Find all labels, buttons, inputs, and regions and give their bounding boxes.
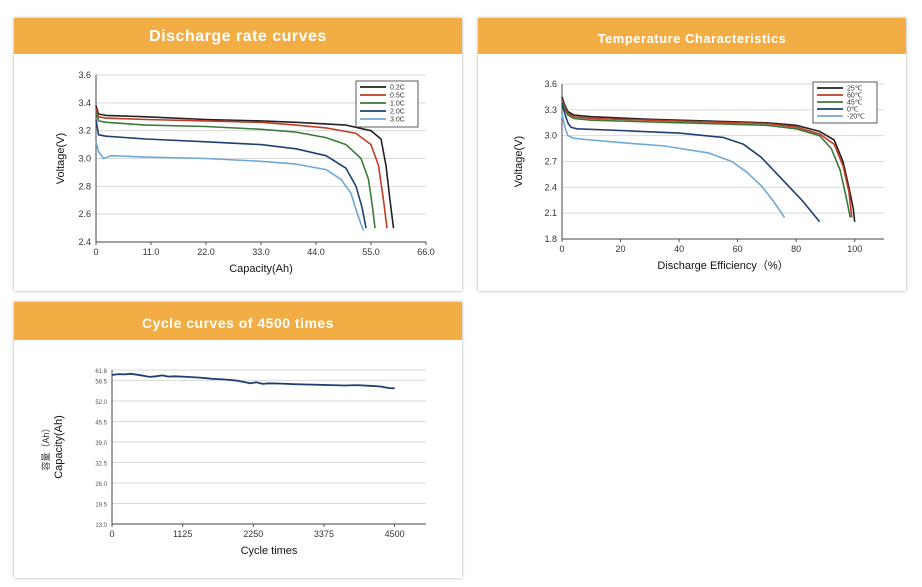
y-axis-title: Voltage(V) <box>513 136 525 187</box>
x-tick-label: 3375 <box>314 529 334 539</box>
y-tick-label: 3.0 <box>78 154 91 164</box>
series-line-1.0C <box>95 112 376 229</box>
cycle-chart: 13.0 19.5 26.0 32.5 39.0 45.5 52.0 58.5 61.8 0 112… <box>40 369 426 557</box>
legend-label: 25℃ <box>847 86 863 93</box>
y-tick-label: 58.5 <box>95 379 107 385</box>
series-line-0℃ <box>561 102 821 223</box>
temperature-title: Temperature Characteristics <box>478 18 906 54</box>
discharge-rate-title: Discharge rate curves <box>14 18 462 54</box>
y-tick-label: 1.8 <box>544 234 557 244</box>
x-tick-label: 40 <box>674 244 684 254</box>
y-tick-label: 2.7 <box>544 157 557 167</box>
y-axis-title-secondary: 容量（Ah） <box>40 423 51 470</box>
cycle-title: Cycle curves of 4500 times <box>14 302 462 340</box>
y-tick-label: 2.6 <box>78 209 91 219</box>
series-line-3.0C <box>95 141 365 232</box>
series-line-0.5C <box>95 108 388 229</box>
x-tick-label: 0 <box>93 247 98 257</box>
y-tick-label: 13.0 <box>95 523 107 529</box>
y-tick-label: 2.8 <box>78 181 91 191</box>
y-tick-label: 3.0 <box>544 131 557 141</box>
temperature-chart: 1.8 2.1 2.4 2.7 3.0 3.3 3.6 0 20 40 60 80 100 Dischar… <box>513 79 884 272</box>
series-line-capacity <box>111 372 395 390</box>
legend-label: 2.0C <box>390 109 405 116</box>
legend-label: 0℃ <box>847 107 859 114</box>
legend-label: -20℃ <box>847 114 865 121</box>
y-tick-label: 3.3 <box>544 105 557 115</box>
legend-label: 45℃ <box>847 100 863 107</box>
x-tick-label: 60 <box>733 244 743 254</box>
x-tick-label: 11.0 <box>143 247 160 257</box>
x-axis-title: Discharge Efficiency（%） <box>657 259 788 272</box>
discharge-rate-panel: Discharge rate curves 2.4 2.6 2.8 3.0 3.2 3.4… <box>14 18 462 291</box>
series-line--20℃ <box>561 113 786 218</box>
y-axis-title: Voltage(V) <box>55 133 67 184</box>
legend-label: 60℃ <box>847 93 863 100</box>
x-tick-label: 80 <box>791 244 801 254</box>
y-tick-label: 3.6 <box>78 70 91 80</box>
x-tick-label: 44.0 <box>307 247 325 257</box>
y-tick-label: 52.0 <box>95 400 107 406</box>
cycle-panel: Cycle curves of 4500 times 13.0 19.5 26.0 3… <box>14 302 462 578</box>
legend-label: 0.2C <box>390 85 405 92</box>
x-tick-label: 4500 <box>385 529 405 539</box>
x-tick-label: 0 <box>109 529 114 539</box>
legend-label: 3.0C <box>390 117 405 124</box>
y-tick-label: 45.5 <box>95 420 107 426</box>
x-tick-label: 66.0 <box>417 247 435 257</box>
x-tick-label: 1125 <box>173 529 192 539</box>
y-tick-label: 2.4 <box>544 182 557 192</box>
y-tick-label: 32.5 <box>95 461 107 467</box>
series-line-60℃ <box>561 99 853 218</box>
discharge-rate-chart: 2.4 2.6 2.8 3.0 3.2 3.4 3.6 0 11.0 22.0 33.0 44.0 55… <box>55 70 435 275</box>
y-axis-title: Capacity(Ah) <box>53 415 65 479</box>
series-line-2.0C <box>95 119 367 229</box>
y-tick-label: 2.4 <box>78 237 91 247</box>
x-tick-label: 0 <box>559 244 564 254</box>
temperature-panel: Temperature Characteristics 1.8 2.1 2.4 2.7… <box>478 18 906 291</box>
x-tick-label: 2250 <box>243 529 263 539</box>
y-tick-label: 2.1 <box>544 208 557 218</box>
series-line-0.2C <box>95 105 395 229</box>
series-line-25℃ <box>561 96 856 222</box>
y-tick-label: 61.8 <box>95 369 107 375</box>
legend-label: 1.0C <box>390 101 405 108</box>
y-tick-label: 39.0 <box>95 441 107 447</box>
y-tick-label: 3.2 <box>78 126 91 136</box>
y-tick-label: 3.4 <box>78 98 91 108</box>
y-tick-label: 26.0 <box>95 482 107 488</box>
x-axis-title: Cycle times <box>241 545 298 557</box>
x-tick-label: 100 <box>847 244 862 254</box>
x-tick-label: 55.0 <box>362 247 380 257</box>
x-axis-title: Capacity(Ah) <box>229 263 293 275</box>
x-tick-label: 20 <box>616 244 626 254</box>
x-tick-label: 33.0 <box>252 247 270 257</box>
legend-label: 0.5C <box>390 93 405 100</box>
series-line-45℃ <box>561 100 852 218</box>
x-tick-label: 22.0 <box>197 247 215 257</box>
y-tick-label: 19.5 <box>95 502 107 508</box>
y-tick-label: 3.6 <box>544 79 557 89</box>
